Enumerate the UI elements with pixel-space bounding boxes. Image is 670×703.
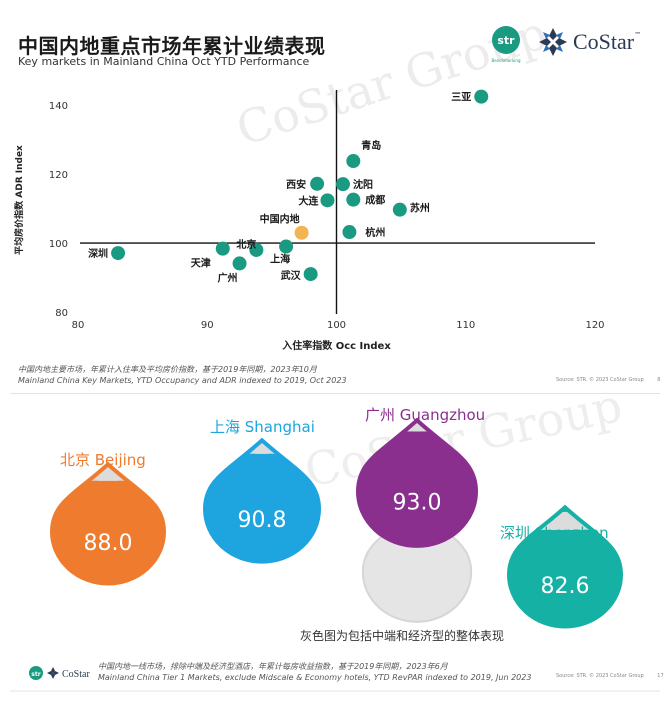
str-logo-text: str [497, 34, 515, 47]
scatter-point [249, 242, 264, 257]
chart2-note-en: Mainland China Tier 1 Markets, exclude M… [98, 673, 532, 682]
footer-str-icon [29, 666, 43, 680]
y-tick-label: 80 [55, 308, 68, 319]
point-label: 中国内地 [260, 213, 300, 226]
footer-costar-text: CoStar [62, 669, 90, 680]
scatter-point [279, 239, 294, 254]
point-label: 沈阳 [353, 178, 373, 191]
chart2-note-cn: 中国内地一线市场，排除中端及经济型酒店，年累计每房收益指数，基于2019年同期，… [98, 662, 448, 671]
droplet-fill [511, 529, 619, 625]
page-subtitle: Key markets in Mainland China Oct YTD Pe… [18, 55, 310, 68]
footer-str-text: str [31, 671, 40, 678]
chart1-note-en: Mainland China Key Markets, YTD Occupanc… [18, 376, 347, 385]
point-label: 苏州 [410, 202, 430, 215]
droplet-city-label: 深圳 Shenzhen [500, 524, 609, 542]
chart2-page-number: 17 [657, 673, 664, 679]
chart1-source: Source: STR. © 2023 CoStar Group 8 [556, 377, 660, 383]
x-tick-label: 90 [201, 320, 214, 331]
point-label: 杭州 [365, 226, 385, 239]
scatter-point [474, 89, 489, 104]
footer: str CoStar [10, 666, 660, 692]
scatter-point [294, 225, 309, 240]
scatter-point [392, 202, 407, 217]
droplet-fill [54, 480, 162, 582]
chart1-note-cn: 中国内地主要市场，年累计入住率及平均房价指数，基于2019年同期，2023年10… [18, 365, 317, 374]
y-tick-label: 140 [49, 101, 68, 112]
str-tagline: Benchmarking [492, 58, 521, 63]
point-label: 大连 [298, 194, 319, 207]
section-divider [10, 393, 660, 394]
droplet-value: 93.0 [393, 490, 442, 515]
point-label: 天津 [191, 257, 211, 270]
droplet-value: 88.0 [84, 531, 133, 556]
droplet-city-label: 上海 Shanghai [210, 418, 315, 436]
scatter-point [232, 256, 247, 271]
scatter-point [111, 246, 126, 261]
costar-logo: CoStar ™ [538, 27, 641, 57]
droplet-value: 90.8 [238, 508, 287, 533]
scatter-point [320, 193, 335, 208]
x-tick-label: 80 [72, 320, 85, 331]
chart2-source-text: Source: STR. © 2023 CoStar Group [556, 673, 644, 679]
scatter-point [346, 192, 361, 207]
chart1-note: 中国内地主要市场，年累计入住率及平均房价指数，基于2019年同期，2023年10… [18, 364, 347, 386]
point-label: 北京 [236, 238, 256, 251]
scatter-point [215, 241, 230, 256]
point-label: 成都 [365, 194, 385, 207]
droplet-chart: 88.0 北京 Beijing 90.8 上海 Shanghai 93.0 广州 Guan… [49, 406, 624, 629]
costar-star-icon [539, 28, 567, 56]
point-label: 西安 [286, 178, 306, 191]
droplet-city-label: 北京 Beijing [60, 451, 146, 469]
scatter-point [346, 154, 361, 169]
x-axis-label: 入住率指数 Occ Index [282, 339, 391, 352]
footer-costar-icon [47, 667, 59, 679]
costar-logo-text: CoStar [573, 29, 635, 54]
x-tick-label: 120 [585, 320, 604, 331]
droplet-gray-band [359, 423, 474, 432]
point-label: 青岛 [361, 139, 381, 152]
x-tick-label: 100 [327, 320, 346, 331]
droplet-city-label: 广州 Guangzhou [365, 406, 485, 424]
y-tick-label: 120 [49, 170, 68, 181]
costar-trademark: ™ [634, 31, 642, 39]
chart1-page-number: 8 [657, 377, 661, 383]
scatter-point [335, 177, 350, 192]
x-tick-label: 110 [456, 320, 475, 331]
point-label: 广州 [218, 271, 238, 284]
point-label: 深圳 [88, 247, 108, 260]
scatter-point [303, 267, 318, 282]
chart2-source: Source: STR. © 2023 CoStar Group 17 [556, 673, 664, 679]
y-axis-label: 平均房价指数 ADR Index [13, 145, 25, 255]
droplet-gray-band [207, 443, 318, 454]
chart1-source-text: Source: STR. © 2023 CoStar Group [556, 377, 644, 383]
chart2-note: 中国内地一线市场，排除中端及经济型酒店，年累计每房收益指数，基于2019年同期，… [98, 661, 531, 683]
point-label: 上海 [270, 253, 290, 266]
gray-note: 灰色图为包括中端和经济型的整体表现 [300, 629, 505, 643]
scatter-point [310, 176, 325, 191]
page-title: 中国内地重点市场年累计业绩表现 [18, 34, 326, 58]
str-logo: str Benchmarking [488, 25, 524, 69]
point-label: 武汉 [281, 269, 302, 282]
droplet-value: 82.6 [541, 574, 590, 599]
scatter-point [342, 225, 357, 240]
y-tick-label: 100 [49, 239, 68, 250]
point-label: 三亚 [451, 92, 471, 104]
